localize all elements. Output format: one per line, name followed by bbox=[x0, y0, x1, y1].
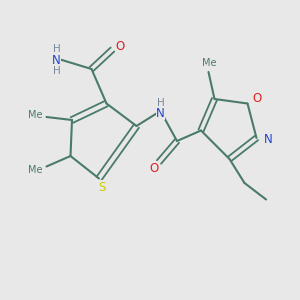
Text: H: H bbox=[52, 44, 60, 55]
Text: N: N bbox=[156, 107, 165, 120]
Text: S: S bbox=[98, 181, 106, 194]
Text: N: N bbox=[263, 133, 272, 146]
Text: Me: Me bbox=[28, 110, 42, 120]
Text: N: N bbox=[52, 53, 61, 67]
Text: H: H bbox=[52, 66, 60, 76]
Text: O: O bbox=[253, 92, 262, 105]
Text: Me: Me bbox=[202, 58, 216, 68]
Text: H: H bbox=[157, 98, 164, 108]
Text: Me: Me bbox=[28, 165, 42, 175]
Text: O: O bbox=[149, 162, 158, 175]
Text: O: O bbox=[116, 40, 124, 53]
